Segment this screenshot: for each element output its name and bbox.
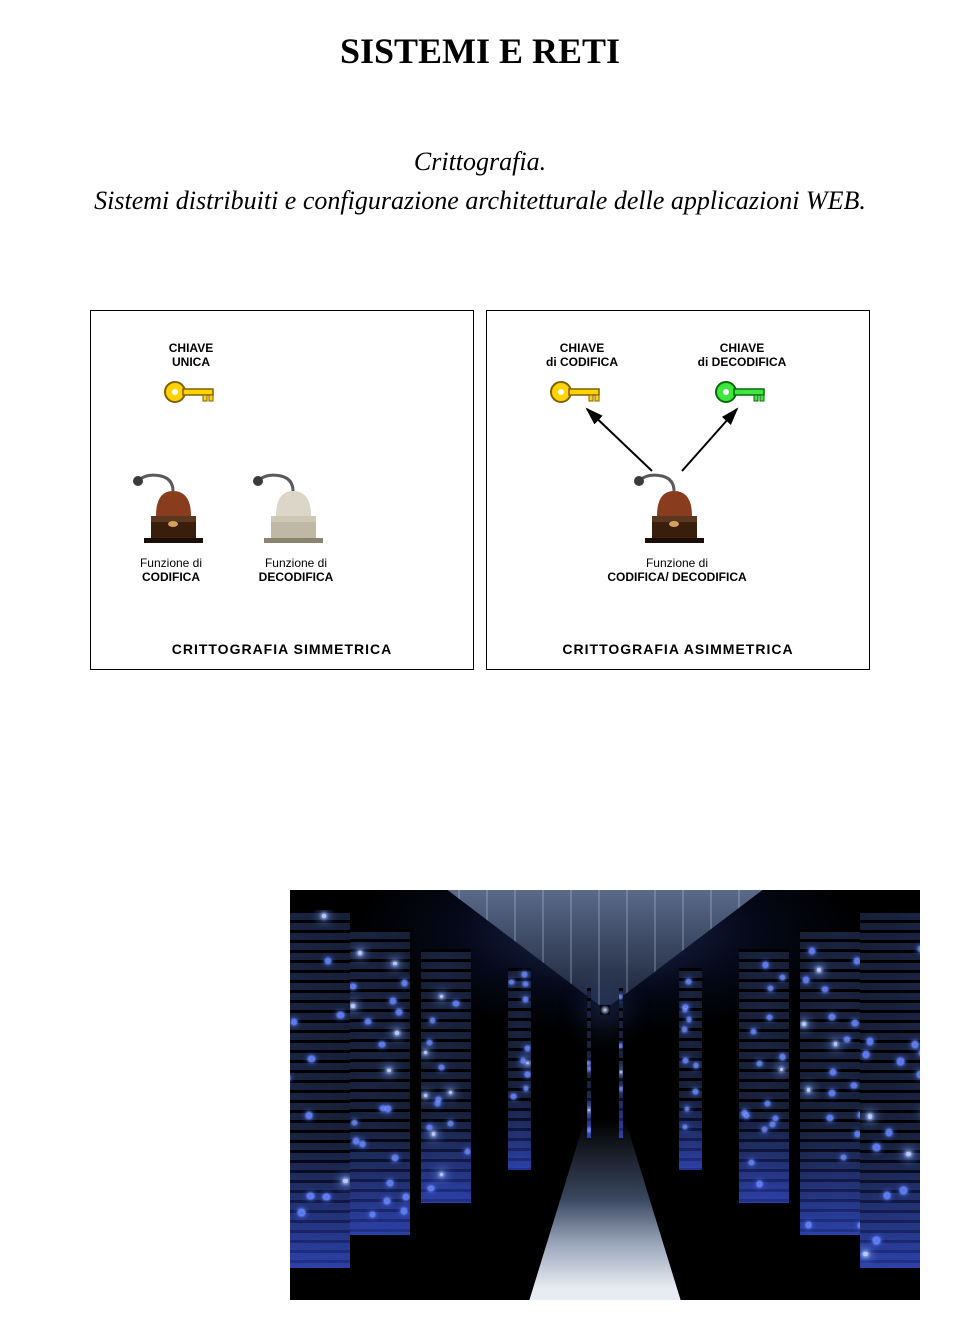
page-title: SISTEMI E RETI bbox=[0, 0, 960, 72]
decode-key-label: CHIAVE di DECODIFICA bbox=[677, 341, 807, 370]
symmetric-key-label: CHIAVE UNICA bbox=[151, 341, 231, 370]
label-line: CHIAVE bbox=[169, 341, 213, 355]
label-line: DECODIFICA bbox=[259, 570, 334, 584]
label-line: CHIAVE bbox=[720, 341, 764, 355]
server-rack bbox=[860, 910, 920, 1268]
asymmetric-crypto-panel: CHIAVE di CODIFICA CHIAVE di DECODIFICA bbox=[486, 310, 870, 670]
datacenter-image bbox=[290, 890, 920, 1300]
label-line: Funzione di bbox=[140, 556, 202, 570]
crypto-diagram-row: CHIAVE UNICA bbox=[90, 310, 870, 670]
grinder-icon bbox=[246, 461, 336, 546]
subtitle-line-1: Crittografia. bbox=[414, 147, 546, 176]
subtitle-line-2: Sistemi distribuiti e configurazione arc… bbox=[94, 186, 866, 215]
server-rack bbox=[679, 968, 702, 1170]
codec-function-label: Funzione di CODIFICA/ DECODIFICA bbox=[577, 556, 777, 585]
key-icon bbox=[547, 379, 607, 405]
key-icon bbox=[712, 379, 772, 405]
server-rack bbox=[587, 988, 591, 1138]
label-line: CODIFICA/ DECODIFICA bbox=[607, 570, 746, 584]
page-subtitle: Crittografia. Sistemi distribuiti e conf… bbox=[0, 142, 960, 220]
label-line: UNICA bbox=[172, 355, 210, 369]
key-icon bbox=[161, 379, 221, 405]
label-line: di CODIFICA bbox=[546, 355, 618, 369]
symmetric-crypto-panel: CHIAVE UNICA bbox=[90, 310, 474, 670]
label-line: Funzione di bbox=[265, 556, 327, 570]
symmetric-panel-title: CRITTOGRAFIA SIMMETRICA bbox=[91, 641, 473, 657]
label-line: CHIAVE bbox=[560, 341, 604, 355]
encode-function-label: Funzione di CODIFICA bbox=[121, 556, 221, 585]
encode-key-label: CHIAVE di CODIFICA bbox=[527, 341, 637, 370]
dc-vanishing-point bbox=[600, 1005, 610, 1015]
server-rack bbox=[290, 910, 350, 1268]
asymmetric-panel-title: CRITTOGRAFIA ASIMMETRICA bbox=[487, 641, 869, 657]
label-line: CODIFICA bbox=[142, 570, 200, 584]
grinder-icon bbox=[627, 461, 717, 546]
label-line: Funzione di bbox=[646, 556, 708, 570]
grinder-icon bbox=[126, 461, 216, 546]
server-rack bbox=[508, 968, 531, 1170]
label-line: di DECODIFICA bbox=[698, 355, 787, 369]
decode-function-label: Funzione di DECODIFICA bbox=[241, 556, 351, 585]
server-rack bbox=[739, 949, 789, 1203]
server-rack bbox=[421, 949, 471, 1203]
server-rack bbox=[619, 988, 623, 1138]
